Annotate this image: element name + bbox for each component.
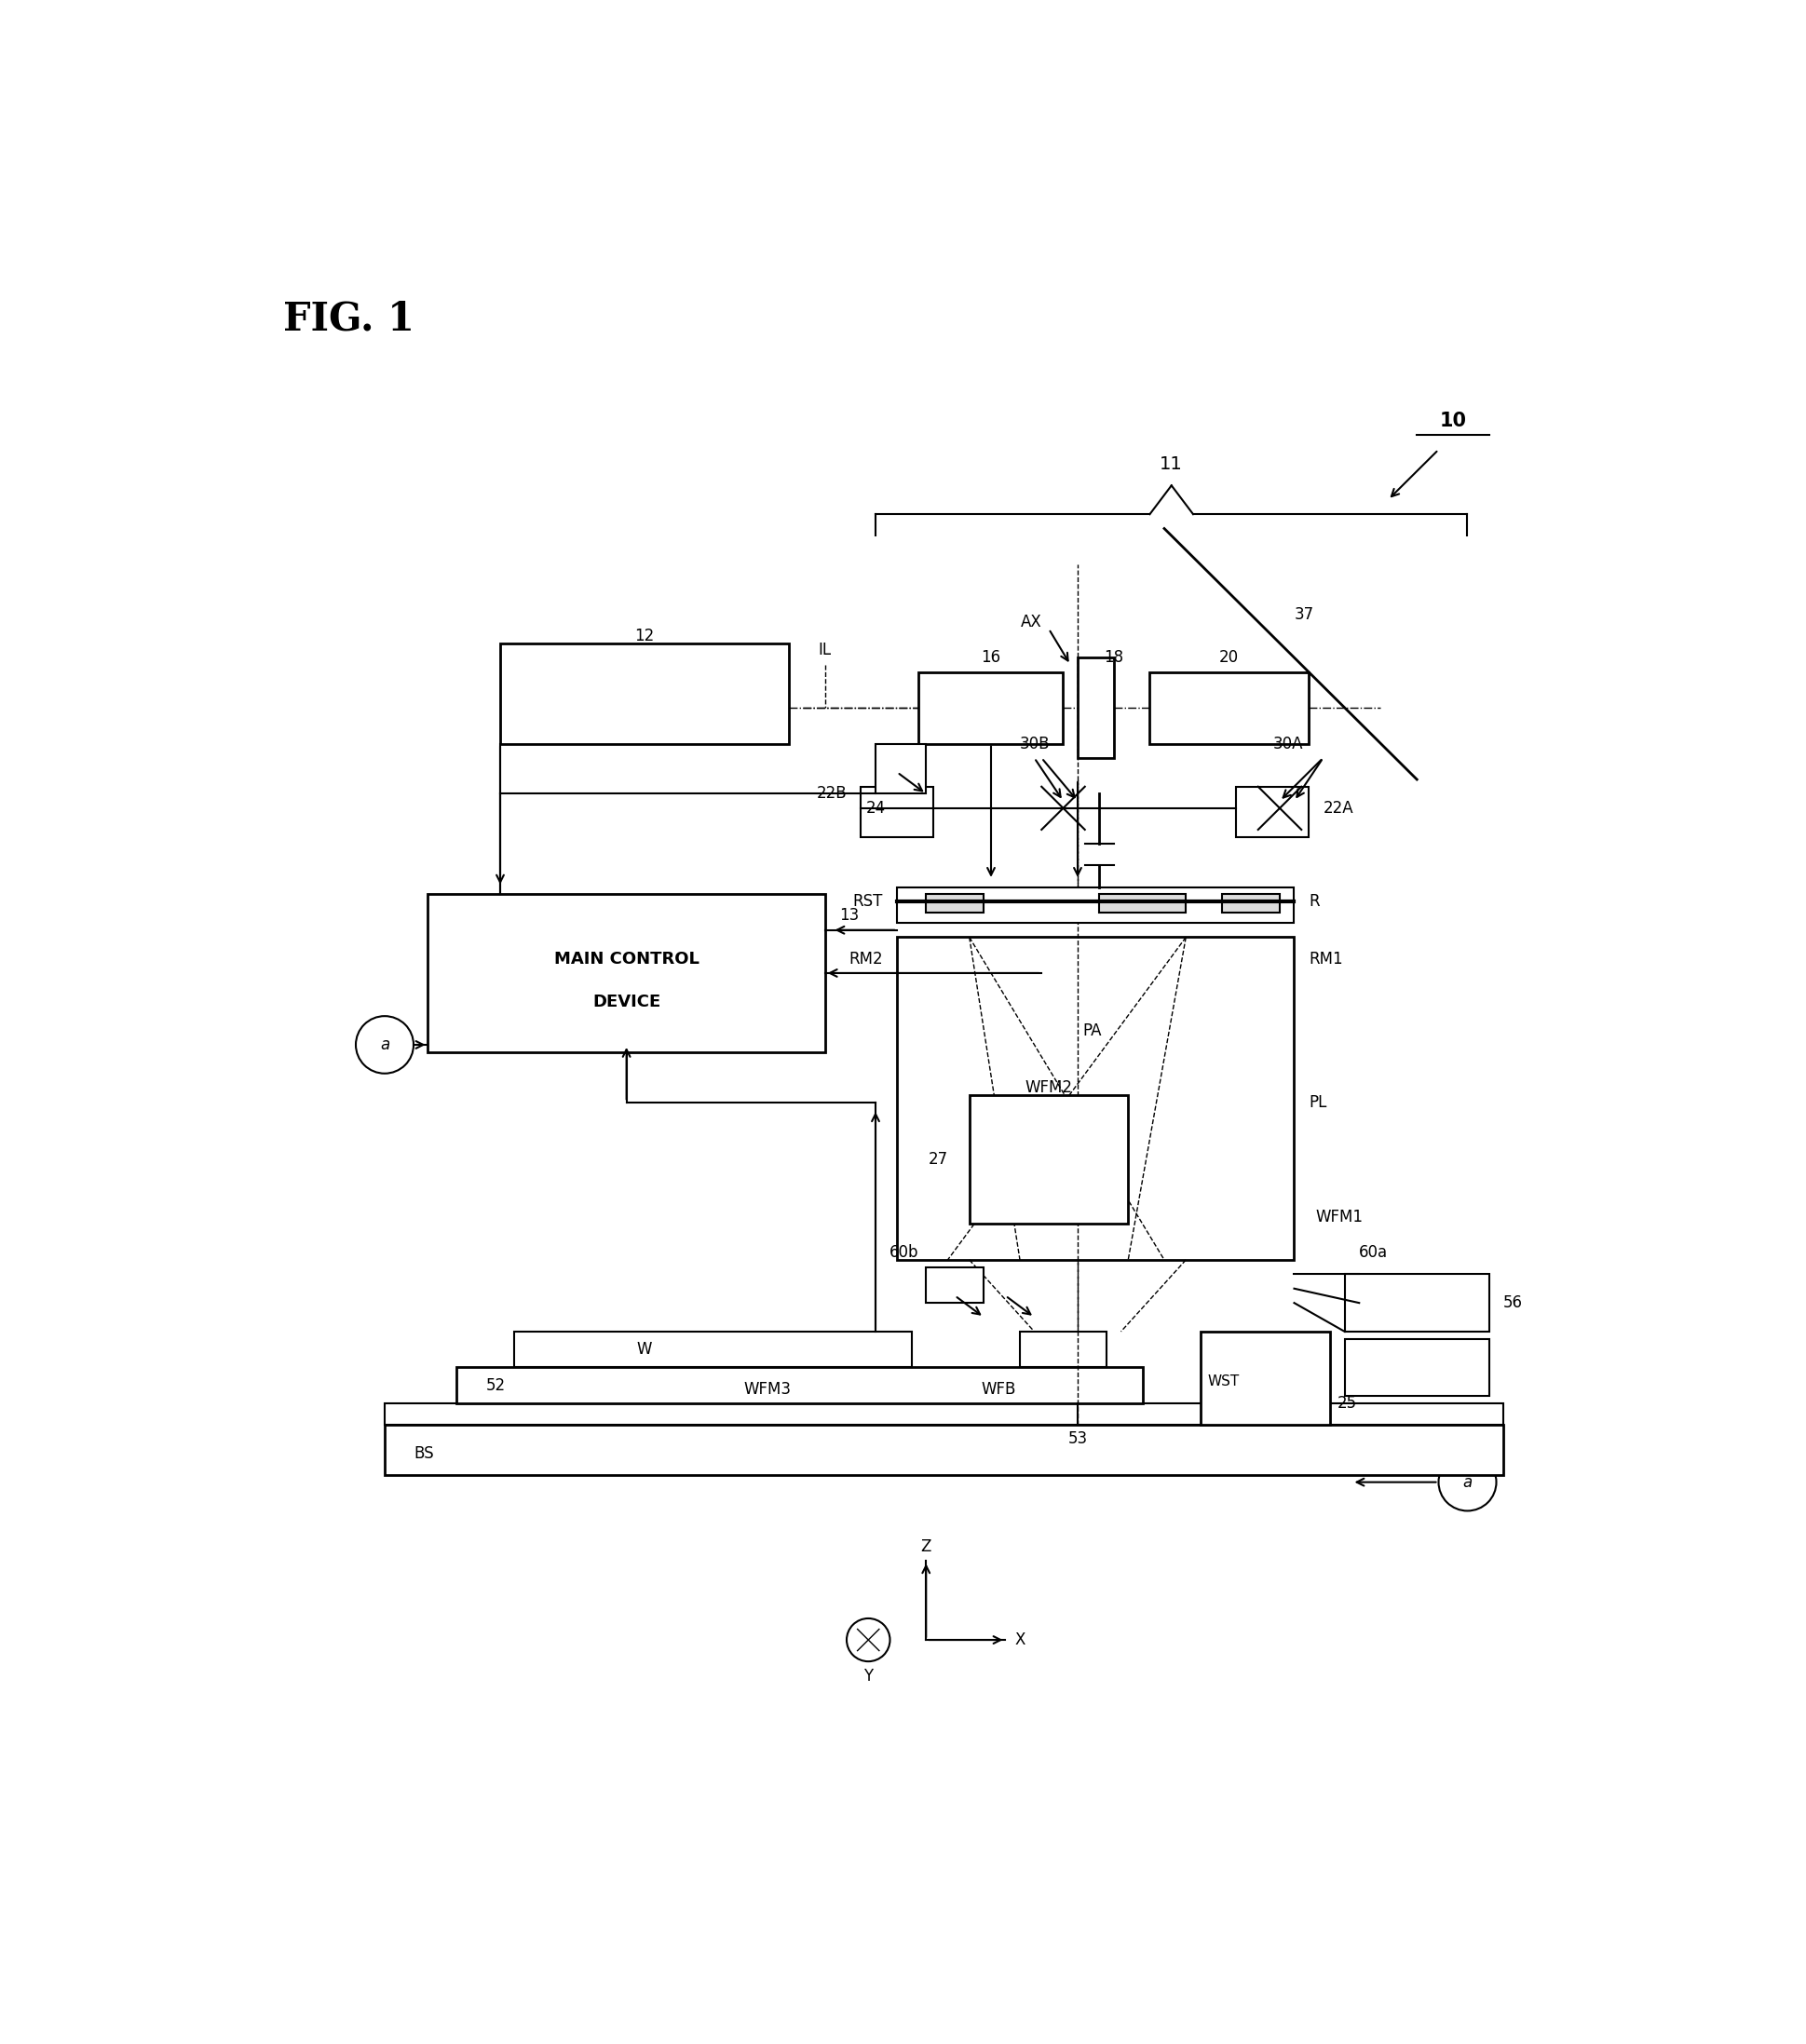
- Text: Z: Z: [921, 1539, 930, 1555]
- Text: PA: PA: [1082, 1022, 1102, 1038]
- Bar: [925, 893, 982, 912]
- Bar: [500, 644, 789, 744]
- Bar: [1235, 787, 1308, 836]
- Text: Y: Y: [863, 1668, 872, 1684]
- Bar: [861, 787, 932, 836]
- Text: 20: 20: [1219, 650, 1239, 666]
- Text: 11: 11: [1159, 456, 1183, 472]
- Text: a: a: [379, 1036, 390, 1053]
- Text: IL: IL: [818, 642, 831, 658]
- Text: 53: 53: [1067, 1431, 1087, 1447]
- Bar: [1344, 1339, 1488, 1396]
- Text: 22B: 22B: [816, 785, 847, 801]
- Bar: [968, 1096, 1127, 1224]
- Bar: [385, 1425, 1503, 1476]
- Text: MAIN CONTROL: MAIN CONTROL: [554, 950, 699, 967]
- Text: R: R: [1308, 893, 1318, 910]
- Text: WFM1: WFM1: [1315, 1208, 1364, 1224]
- Bar: [515, 1331, 912, 1367]
- Bar: [925, 1267, 982, 1302]
- Text: 24: 24: [865, 799, 885, 816]
- Bar: [1344, 1273, 1488, 1331]
- Text: 52: 52: [486, 1378, 506, 1394]
- Bar: [876, 744, 925, 793]
- Text: 37: 37: [1293, 607, 1313, 623]
- Bar: [1221, 893, 1279, 912]
- Bar: [1076, 658, 1112, 758]
- Text: 56: 56: [1503, 1294, 1522, 1312]
- Text: 60a: 60a: [1358, 1245, 1387, 1261]
- Bar: [1199, 1331, 1329, 1425]
- Text: X: X: [1015, 1631, 1024, 1647]
- Text: DEVICE: DEVICE: [592, 993, 661, 1010]
- Bar: [898, 887, 1293, 924]
- Text: 18: 18: [1103, 650, 1123, 666]
- Bar: [1149, 672, 1308, 744]
- Bar: [898, 938, 1293, 1259]
- Text: RST: RST: [852, 893, 883, 910]
- Text: FIG. 1: FIG. 1: [284, 298, 415, 337]
- Text: 13: 13: [840, 908, 860, 924]
- Text: 12: 12: [634, 628, 654, 644]
- Text: 60b: 60b: [889, 1245, 919, 1261]
- Text: 30B: 30B: [1019, 736, 1049, 752]
- Text: WFB: WFB: [981, 1380, 1015, 1398]
- Bar: [385, 1404, 1503, 1425]
- Bar: [1098, 893, 1185, 912]
- Text: WFM2: WFM2: [1024, 1079, 1073, 1096]
- Text: a: a: [1461, 1474, 1472, 1490]
- Text: PL: PL: [1308, 1094, 1326, 1110]
- Bar: [428, 893, 825, 1053]
- Text: WST: WST: [1206, 1376, 1239, 1388]
- Text: 16: 16: [981, 650, 1001, 666]
- Bar: [919, 672, 1062, 744]
- Text: WFM3: WFM3: [742, 1380, 791, 1398]
- Text: W: W: [636, 1341, 652, 1357]
- Text: RM2: RM2: [849, 950, 883, 967]
- Text: 25: 25: [1336, 1394, 1356, 1412]
- Text: RM1: RM1: [1308, 950, 1342, 967]
- Text: 10: 10: [1439, 411, 1466, 431]
- Text: 27: 27: [928, 1151, 946, 1167]
- Text: BS: BS: [414, 1445, 433, 1461]
- Bar: [457, 1367, 1141, 1404]
- Bar: [1019, 1331, 1105, 1367]
- Text: 22A: 22A: [1322, 799, 1353, 816]
- Text: AX: AX: [1020, 613, 1040, 630]
- Text: 30A: 30A: [1271, 736, 1302, 752]
